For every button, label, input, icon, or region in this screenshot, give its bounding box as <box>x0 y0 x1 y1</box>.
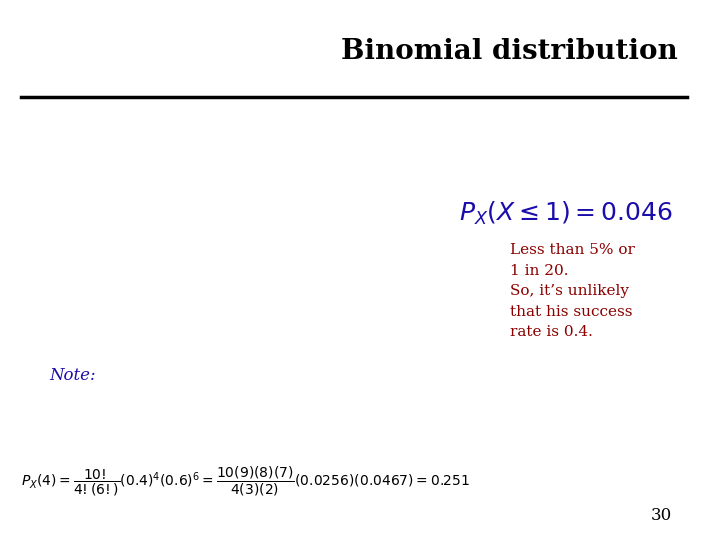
Text: Less than 5% or
1 in 20.
So, it’s unlikely
that his success
rate is 0.4.: Less than 5% or 1 in 20. So, it’s unlike… <box>510 243 634 340</box>
Text: Note:: Note: <box>50 367 96 384</box>
Text: Binomial distribution: Binomial distribution <box>341 38 678 65</box>
Text: $P_X(4) = \dfrac{10!}{4!(6!)}(0.4)^4(0.6)^6 = \dfrac{10(9)(8)(7)}{4(3)(2)}(0.025: $P_X(4) = \dfrac{10!}{4!(6!)}(0.4)^4(0.6… <box>21 464 470 498</box>
Text: 30: 30 <box>651 507 672 524</box>
Text: $P_X(X \leq 1) = 0.046$: $P_X(X \leq 1) = 0.046$ <box>459 200 672 227</box>
